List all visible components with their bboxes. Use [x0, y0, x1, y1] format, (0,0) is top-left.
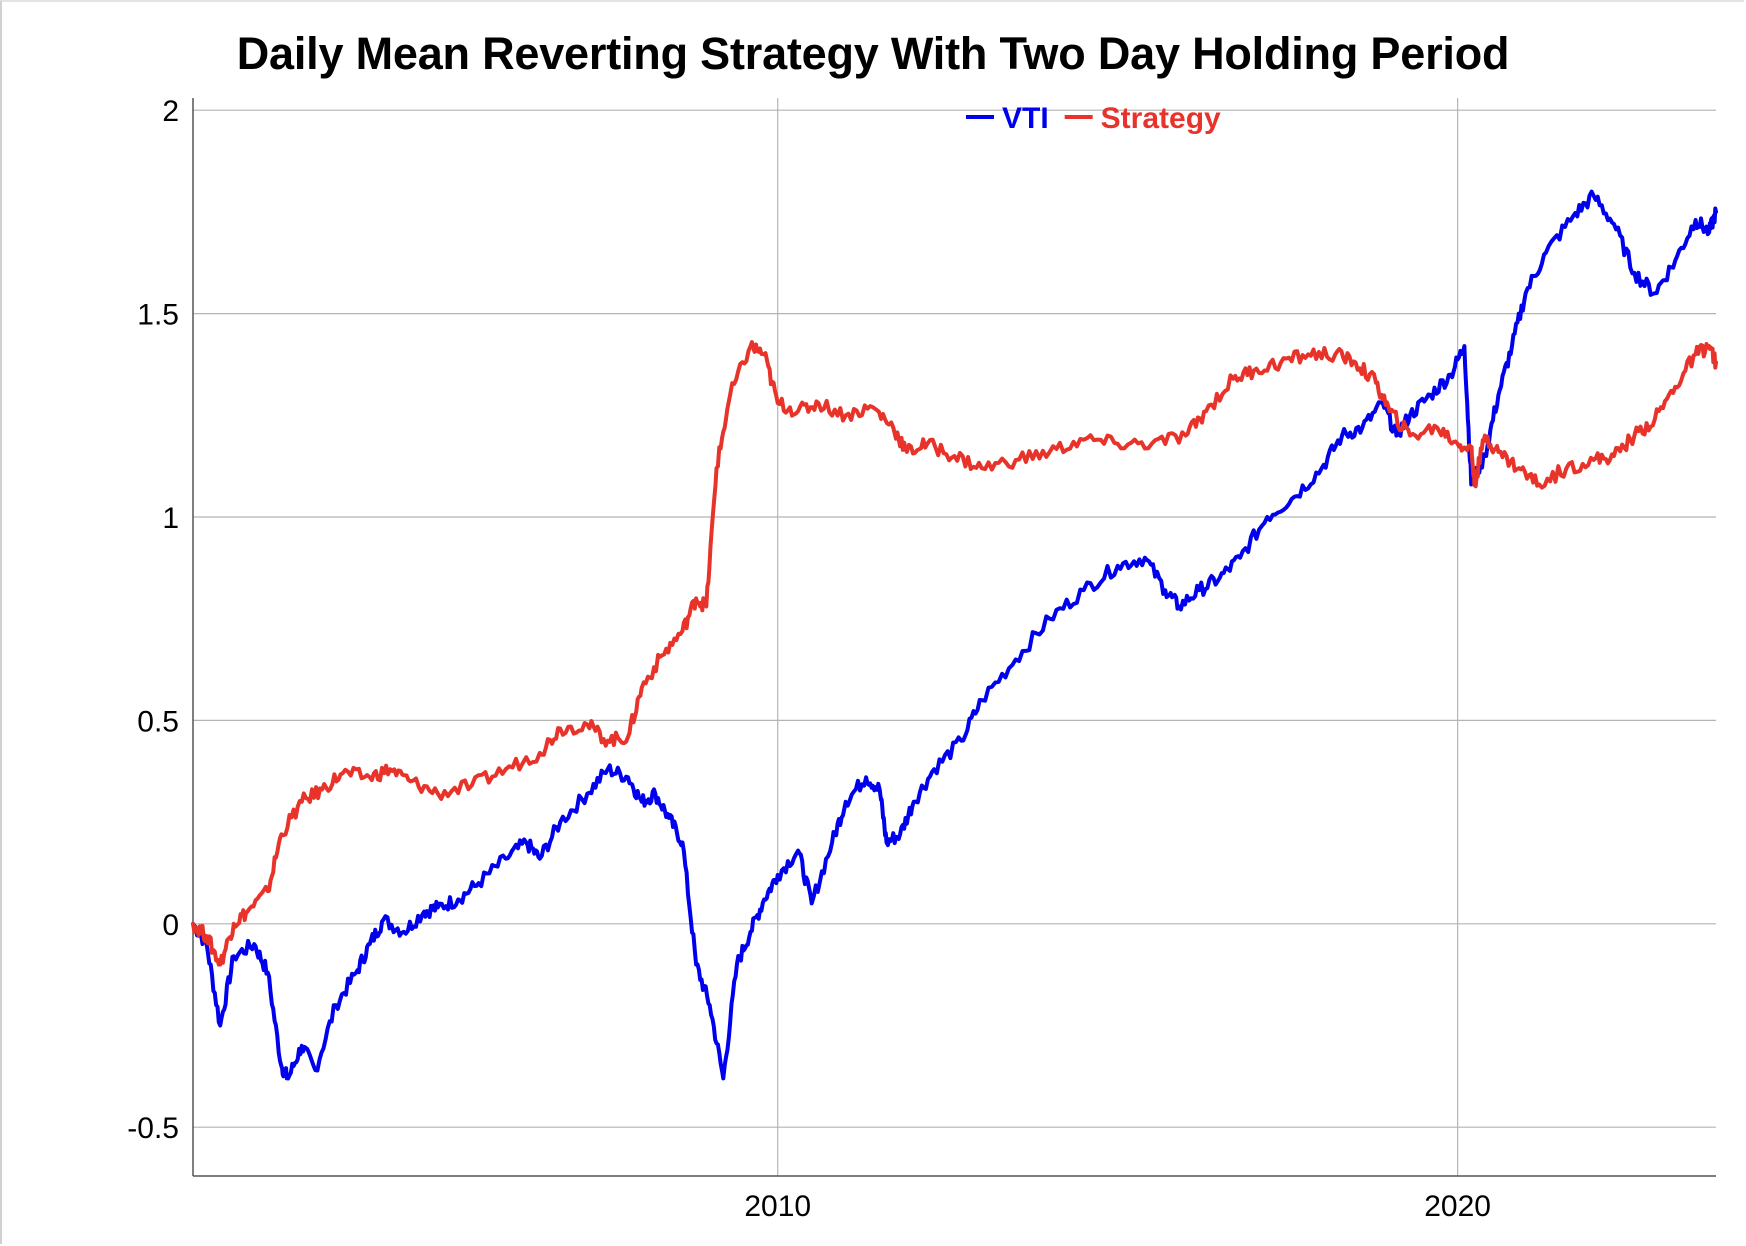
series-lines — [191, 189, 1718, 1081]
axes — [192, 98, 1716, 1177]
x-tick-label: 2010 — [744, 1190, 811, 1223]
y-tick-labels: -0.5 0 0.5 1 1.5 2 — [127, 95, 179, 1145]
x-tick-label: 2020 — [1424, 1190, 1491, 1223]
y-tick-label: 0.5 — [137, 705, 179, 738]
y-tick-label: 2 — [162, 95, 179, 128]
y-tick-label: 1 — [162, 502, 179, 535]
x-tick-labels: 2010 2020 — [744, 1190, 1491, 1223]
y-tick-label: 0 — [162, 909, 179, 942]
chart-title: Daily Mean Reverting Strategy With Two D… — [236, 28, 1510, 79]
y-tick-label: -0.5 — [127, 1112, 179, 1145]
legend: VTI Strategy — [966, 102, 1221, 135]
legend-label: Strategy — [1101, 102, 1221, 135]
y-tick-label: 1.5 — [137, 299, 179, 332]
grid-lines — [193, 98, 1716, 1176]
legend-label: VTI — [1002, 102, 1049, 135]
series-line-strategy — [191, 340, 1718, 967]
series-line-vti — [191, 189, 1718, 1081]
